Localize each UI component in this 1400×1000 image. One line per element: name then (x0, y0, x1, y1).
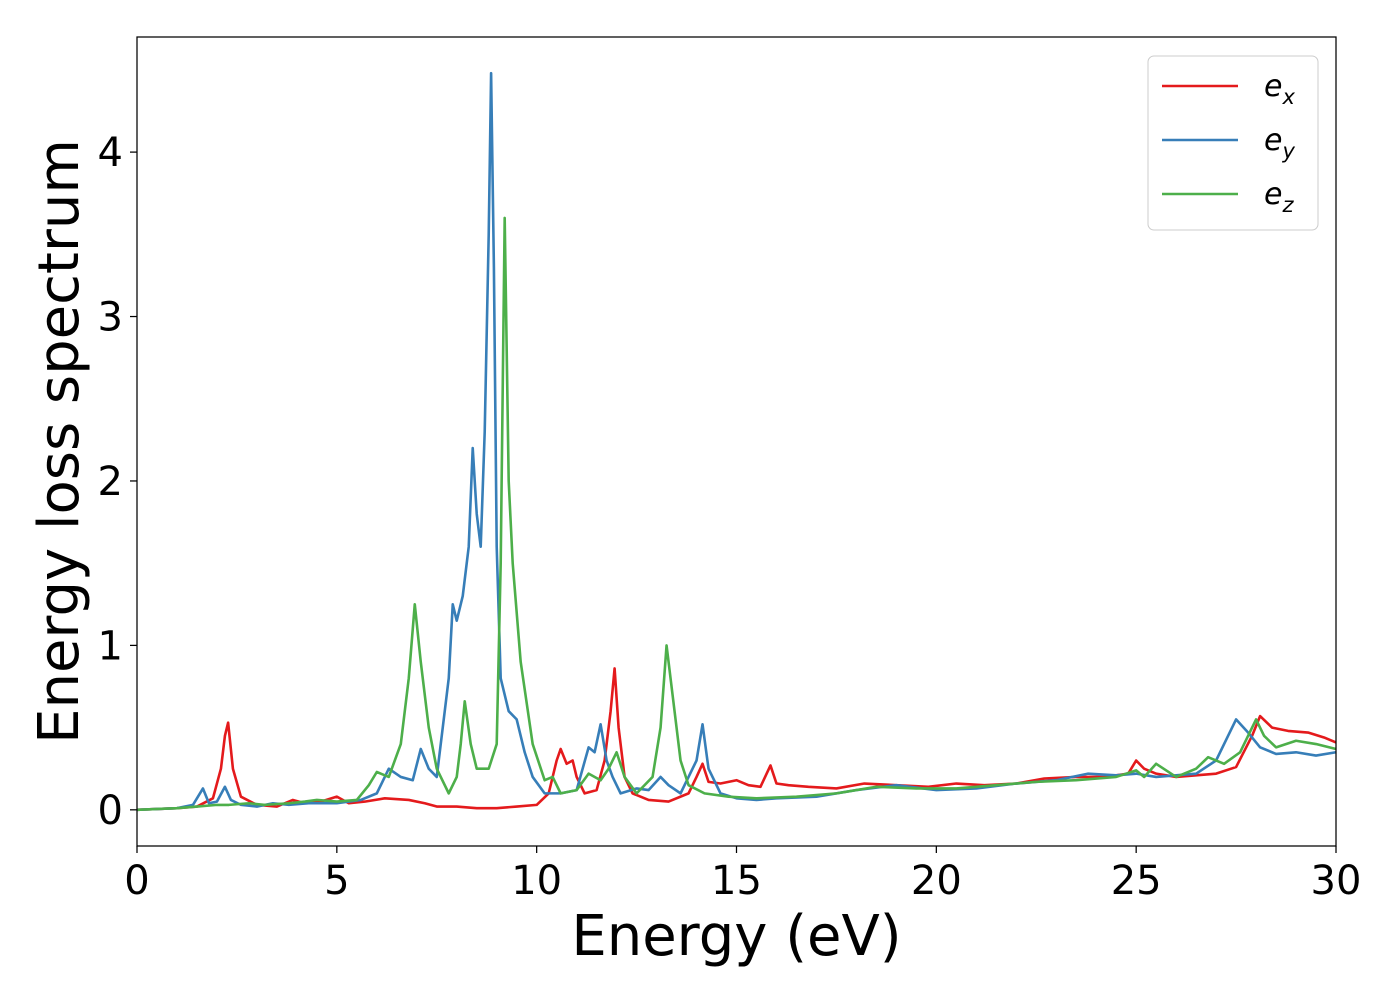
legend-label-sub: x (1281, 85, 1295, 109)
x-tick-label: 5 (324, 858, 349, 904)
x-tick-label: 30 (1311, 858, 1362, 904)
legend-label-main: e (1264, 69, 1282, 104)
series-line-x (136, 667, 1337, 812)
x-tick-label: 20 (911, 858, 962, 904)
x-tick-label: 10 (511, 858, 562, 904)
y-tick-label: 0 (98, 788, 123, 834)
x-axis-label: Energy (eV) (571, 904, 901, 969)
series-layer (136, 71, 1337, 812)
x-axis-ticks: 0 5 10 15 20 25 30 (124, 846, 1361, 904)
legend-label-x: ex (1264, 69, 1295, 109)
legend-label-z: ez (1264, 177, 1294, 217)
x-tick-label: 15 (711, 858, 762, 904)
y-axis-ticks: 0 1 2 3 4 (98, 130, 137, 834)
legend-label-main: e (1264, 177, 1282, 212)
legend-box (1147, 55, 1319, 231)
y-tick-label: 2 (98, 459, 123, 505)
series-line-z (136, 216, 1337, 812)
y-tick-label: 1 (98, 623, 123, 669)
y-tick-label: 4 (98, 130, 123, 176)
legend-label-sub: y (1281, 139, 1295, 163)
y-tick-label: 3 (98, 295, 123, 341)
y-axis-label: Energy loss spectrum (27, 139, 92, 744)
x-tick-label: 25 (1111, 858, 1162, 904)
x-tick-label: 0 (124, 858, 149, 904)
legend-label-sub: z (1281, 193, 1294, 217)
legend-label-main: e (1264, 123, 1282, 158)
legend-label-y: ey (1264, 123, 1295, 163)
